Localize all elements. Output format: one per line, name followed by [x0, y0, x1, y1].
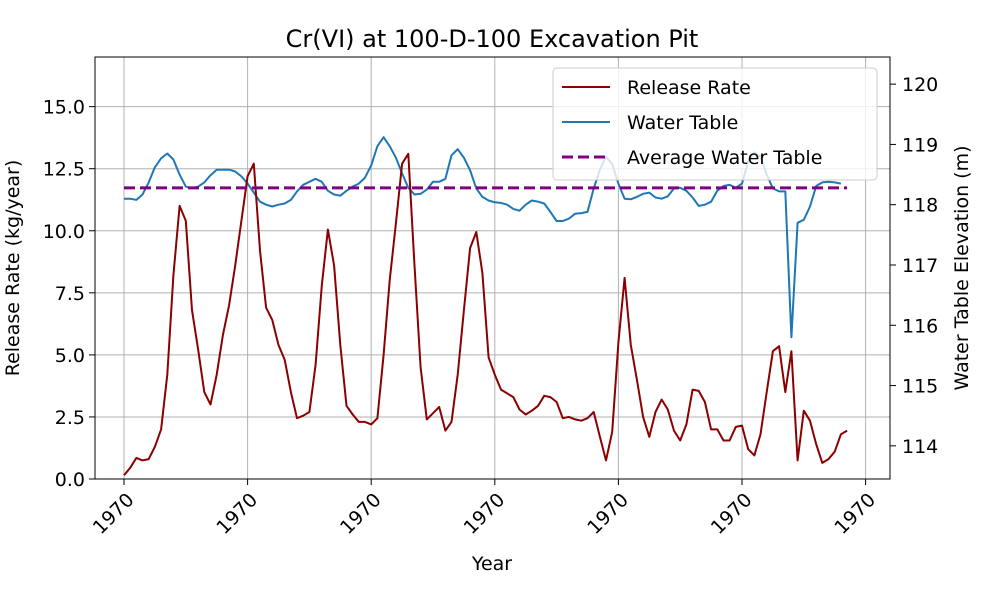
left-y-tick-label: 12.5 [43, 159, 85, 181]
x-axis-title: Year [471, 553, 512, 575]
left-axis-title: Release Rate (kg/year) [2, 160, 24, 377]
left-y-tick-label: 15.0 [43, 97, 85, 119]
legend-label: Release Rate [627, 77, 751, 99]
left-axis: 0.0 2.5 5.0 7.5 10.0 12.5 15.0 [43, 97, 95, 491]
right-y-tick-label: 116 [902, 315, 938, 337]
right-y-tick-label: 119 [902, 134, 938, 156]
right-axis: 114 115 116 117 118 119 120 [890, 74, 938, 458]
left-y-tick-label: 7.5 [55, 283, 85, 305]
right-y-tick-label: 117 [902, 255, 938, 277]
left-y-tick-label: 0.0 [55, 469, 85, 491]
right-axis-title: Water Table Elevation (m) [951, 145, 973, 390]
legend-label: Water Table [627, 112, 738, 134]
legend-box [552, 67, 878, 181]
legend: Release Rate Water Table Average Water Tab… [552, 67, 878, 181]
right-y-tick-label: 120 [902, 74, 938, 96]
right-y-tick-label: 114 [902, 436, 938, 458]
release-rate-line [123, 152, 848, 476]
right-y-tick-label: 118 [902, 195, 938, 217]
chart-title: Cr(VI) at 100-D-100 Excavation Pit [286, 25, 699, 53]
plot-frame [94, 56, 891, 480]
right-y-tick-label: 115 [902, 376, 938, 398]
legend-label: Average Water Table [627, 147, 822, 169]
left-y-tick-label: 5.0 [55, 345, 85, 367]
plot-lines [123, 136, 848, 476]
left-y-tick-label: 10.0 [43, 221, 85, 243]
left-y-tick-label: 2.5 [55, 407, 85, 429]
